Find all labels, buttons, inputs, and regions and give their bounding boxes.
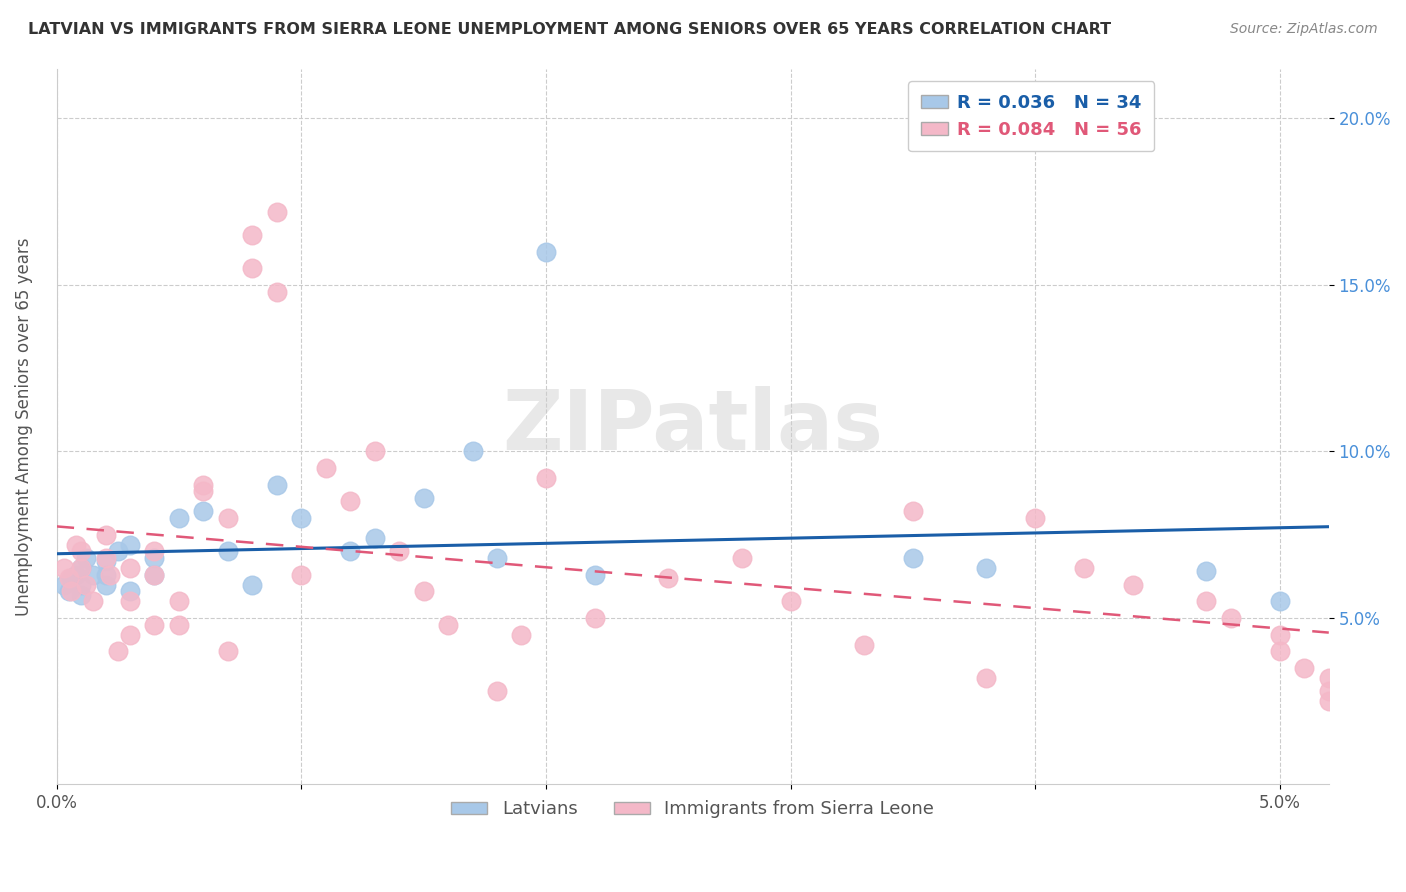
Point	[82, 594, 104, 608]
Point	[118, 538, 141, 552]
Point	[974, 671, 997, 685]
Point	[1268, 627, 1291, 641]
Point	[75, 551, 97, 566]
Point	[315, 461, 337, 475]
Point	[143, 617, 166, 632]
Point	[94, 551, 117, 566]
Point	[1122, 577, 1144, 591]
Point	[193, 477, 215, 491]
Point	[266, 477, 288, 491]
Point	[1317, 694, 1340, 708]
Point	[1195, 564, 1218, 578]
Point	[437, 617, 460, 632]
Point	[75, 577, 97, 591]
Point	[60, 584, 83, 599]
Point	[1317, 671, 1340, 685]
Point	[118, 594, 141, 608]
Point	[461, 444, 484, 458]
Point	[107, 544, 129, 558]
Point	[485, 551, 508, 566]
Point	[363, 531, 385, 545]
Point	[339, 544, 361, 558]
Point	[240, 577, 263, 591]
Point	[143, 567, 166, 582]
Point	[1195, 594, 1218, 608]
Point	[60, 571, 83, 585]
Point	[290, 567, 312, 582]
Point	[1268, 594, 1291, 608]
Point	[94, 577, 117, 591]
Point	[167, 617, 190, 632]
Point	[388, 544, 411, 558]
Text: LATVIAN VS IMMIGRANTS FROM SIERRA LEONE UNEMPLOYMENT AMONG SENIORS OVER 65 YEARS: LATVIAN VS IMMIGRANTS FROM SIERRA LEONE …	[28, 22, 1111, 37]
Point	[583, 611, 606, 625]
Point	[1024, 511, 1046, 525]
Text: ZIPatlas: ZIPatlas	[502, 386, 883, 467]
Point	[58, 571, 80, 585]
Point	[412, 491, 434, 505]
Point	[485, 684, 508, 698]
Point	[70, 577, 93, 591]
Point	[65, 567, 87, 582]
Point	[240, 261, 263, 276]
Point	[534, 244, 557, 259]
Point	[143, 544, 166, 558]
Point	[107, 644, 129, 658]
Point	[100, 567, 122, 582]
Point	[290, 511, 312, 525]
Point	[240, 227, 263, 242]
Point	[217, 511, 239, 525]
Point	[94, 527, 117, 541]
Point	[167, 594, 190, 608]
Point	[143, 551, 166, 566]
Point	[217, 644, 239, 658]
Point	[118, 561, 141, 575]
Point	[730, 551, 752, 566]
Point	[193, 484, 215, 499]
Point	[70, 561, 93, 575]
Text: Source: ZipAtlas.com: Source: ZipAtlas.com	[1230, 22, 1378, 37]
Point	[217, 544, 239, 558]
Point	[167, 511, 190, 525]
Point	[363, 444, 385, 458]
Point	[118, 584, 141, 599]
Point	[70, 588, 93, 602]
Point	[1073, 561, 1095, 575]
Point	[52, 561, 75, 575]
Point	[1268, 644, 1291, 658]
Point	[339, 494, 361, 508]
Point	[266, 285, 288, 299]
Point	[657, 571, 679, 585]
Point	[510, 627, 533, 641]
Point	[52, 577, 75, 591]
Legend: Latvians, Immigrants from Sierra Leone: Latvians, Immigrants from Sierra Leone	[444, 793, 942, 825]
Point	[70, 544, 93, 558]
Point	[70, 561, 93, 575]
Point	[534, 471, 557, 485]
Point	[82, 567, 104, 582]
Point	[1219, 611, 1241, 625]
Point	[58, 584, 80, 599]
Y-axis label: Unemployment Among Seniors over 65 years: Unemployment Among Seniors over 65 years	[15, 237, 32, 615]
Point	[901, 551, 924, 566]
Point	[118, 627, 141, 641]
Point	[193, 504, 215, 518]
Point	[852, 638, 875, 652]
Point	[143, 567, 166, 582]
Point	[1294, 661, 1316, 675]
Point	[583, 567, 606, 582]
Point	[412, 584, 434, 599]
Point	[266, 204, 288, 219]
Point	[1317, 684, 1340, 698]
Point	[94, 567, 117, 582]
Point	[94, 554, 117, 568]
Point	[901, 504, 924, 518]
Point	[65, 538, 87, 552]
Point	[779, 594, 801, 608]
Point	[974, 561, 997, 575]
